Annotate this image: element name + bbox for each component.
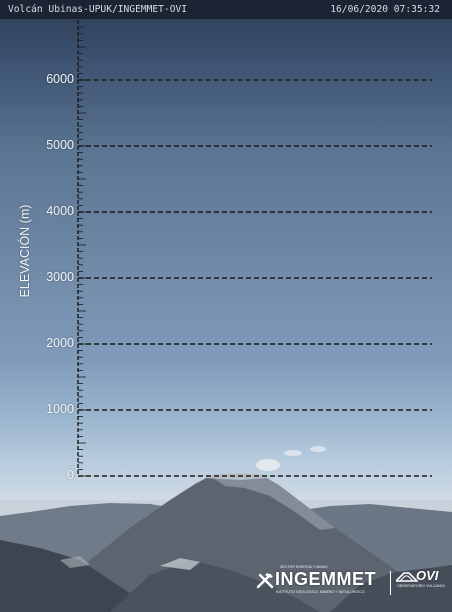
camera-title: Volcán Ubinas-UPUK/INGEMMET-OVI: [8, 4, 188, 15]
ovi-logo-text: OVI: [416, 568, 439, 583]
logo-watermark: SECTOR ENERGÍA Y MINAS INGEMMET INSTITUT…: [256, 565, 446, 600]
tick-label-0: 0: [67, 468, 74, 482]
foreground-slope-right: [330, 565, 452, 612]
camera-timestamp: 16/06/2020 07:35:32: [330, 4, 440, 15]
elevation-gridlines: [78, 79, 432, 477]
volcano-cone: [40, 475, 452, 612]
logo-divider: [390, 571, 391, 595]
ingemmet-logo-text: INGEMMET: [275, 569, 376, 589]
hammer-pick-icon: [256, 573, 274, 589]
elevation-axis: [77, 20, 86, 477]
summit-rim: [205, 473, 268, 480]
foreground-slope-center: [110, 560, 320, 612]
tick-label-4000: 4000: [46, 204, 74, 218]
volcano-sunlit-flank: [210, 475, 335, 530]
ovi-subtitle: OBSERVATORIO VULCANOLÓGICO: [397, 584, 445, 588]
gas-plume-wisp: [284, 450, 302, 456]
ingemmet-subtitle: INSTITUTO GEOLÓGICO, MINERO Y METALÚRGIC…: [276, 590, 365, 594]
tick-label-3000: 3000: [46, 270, 74, 284]
gas-plume-wisp-2: [310, 446, 326, 452]
tick-label-6000: 6000: [46, 72, 74, 86]
tick-label-5000: 5000: [46, 138, 74, 152]
camera-header-bar: Volcán Ubinas-UPUK/INGEMMET-OVI 16/06/20…: [0, 0, 452, 19]
volcano-mark-icon: [396, 572, 418, 582]
snow-patch-2: [60, 556, 90, 568]
elevation-axis-title: ELEVACIÓN (m): [18, 204, 32, 298]
gas-plume: [256, 459, 280, 471]
snow-patch-1: [160, 558, 200, 570]
foreground-slope-left: [0, 540, 150, 612]
tick-label-2000: 2000: [46, 336, 74, 350]
tick-label-1000: 1000: [46, 402, 74, 416]
ingemmet-tagline: SECTOR ENERGÍA Y MINAS: [280, 565, 328, 569]
